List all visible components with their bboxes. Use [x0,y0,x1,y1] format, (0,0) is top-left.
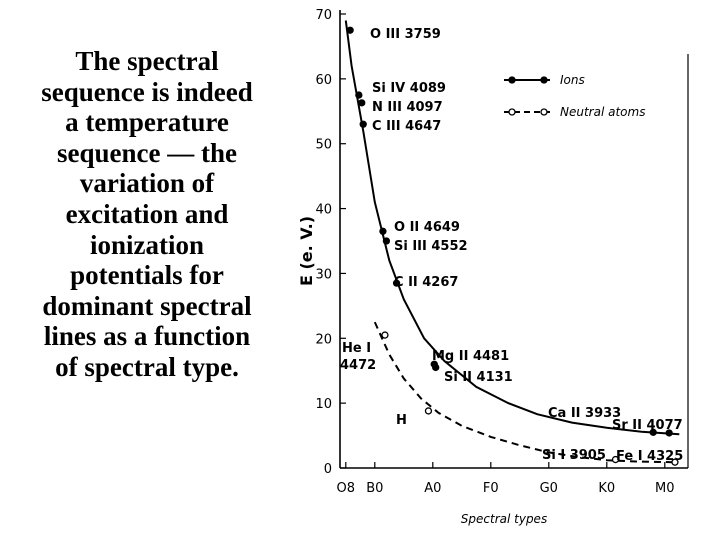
x-tick-label: M0 [655,481,675,496]
ion-point-c2 [392,279,401,287]
chart-points [346,26,679,466]
annotation-n3: N III 4097 [372,100,443,115]
neutral-point-fe1 [671,458,679,466]
y-tick-label: 60 [315,73,332,88]
chart-annotations: O III 3759 Si IV 4089 N III 4097 C III 4647… [340,27,683,464]
ion-point-si4 [355,91,363,99]
annotation-h: H [396,413,407,428]
y-tick-label: 50 [315,138,332,153]
ion-point-si3 [382,237,391,245]
annotation-si4: Si IV 4089 [372,81,446,96]
legend-marker [540,108,548,116]
y-tick-label: 40 [315,203,332,218]
neutral-point-si1 [611,455,620,464]
annotation-c3: C III 4647 [372,119,441,134]
x-tick-label: K0 [598,481,615,496]
neutral-point-h [424,407,433,415]
ion-point-c3 [359,120,367,128]
excitation-potential-chart: 0 10 20 30 40 50 60 70 O8 B0 A0 F0 G0 K0 M0 Spectral ty… [297,8,689,526]
ion-point-sr2 [649,428,657,436]
legend-marker [508,76,516,84]
x-tick-label: A0 [424,481,441,496]
y-tick-label: 30 [315,267,332,282]
chart-axes: 0 10 20 30 40 50 60 70 O8 B0 A0 F0 G0 K0 M0 Spectral ty… [297,8,689,526]
ion-point-o2 [379,227,387,235]
ion-point-sr2b [665,429,673,437]
annotation-he1a: He I [342,341,371,356]
y-tick-label: 20 [315,332,332,347]
legend-marker [508,108,516,116]
ion-point-si2 [432,363,440,372]
y-axis-title: E (e. V.) [297,216,316,286]
annotation-o2: O II 4649 [394,220,460,235]
y-tick-label: 10 [315,397,332,412]
neutral-atoms-curve [373,321,674,464]
chart-legend: Ions Neutral atoms [504,73,645,119]
legend-marker [540,76,548,84]
annotation-sr2: Sr II 4077 [612,418,683,433]
ion-point-o3 [346,26,354,34]
x-axis-title: Spectral types [461,512,547,526]
x-tick-label: F0 [483,481,499,496]
x-tick-label: B0 [366,481,383,496]
y-tick-label: 0 [324,462,332,477]
x-tick-label: G0 [540,481,558,496]
annotation-mg2: Mg II 4481 [432,349,509,364]
x-tick-label: O8 [337,481,356,496]
legend-label-neutral-atoms: Neutral atoms [560,105,645,119]
ions-curve [344,20,680,436]
caption-text: The spectral sequence is indeed a temper… [41,46,253,382]
chart-curves [344,20,680,464]
y-tick-label: 70 [315,8,332,23]
neutral-point-he1 [381,331,389,339]
annotation-he1b: 4472 [340,358,376,373]
ion-point-n3 [358,99,366,107]
annotation-o3: O III 3759 [370,27,441,42]
annotation-si3: Si III 4552 [394,239,468,254]
annotation-ca2: Ca II 3933 [548,406,621,421]
legend-label-ions: Ions [560,73,585,87]
annotation-c2: C II 4267 [394,275,458,290]
annotation-si2: Si II 4131 [444,370,513,385]
annotation-si1: Si I 3905 [542,448,606,463]
annotation-fe1: Fe I 4325 [616,449,683,464]
